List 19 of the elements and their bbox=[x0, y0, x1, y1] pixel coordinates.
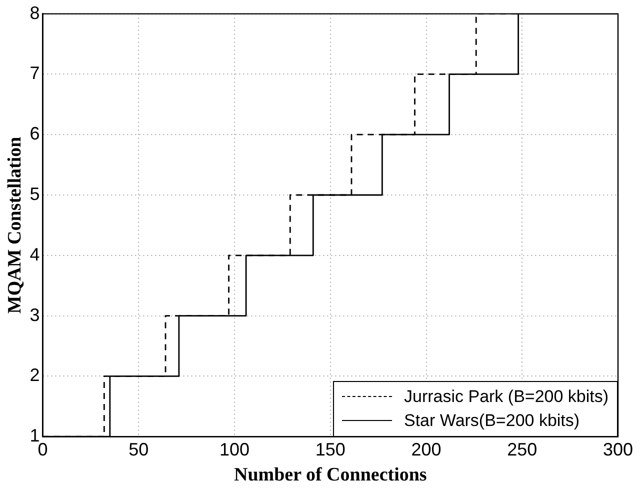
y-tick-label: 5 bbox=[30, 184, 40, 204]
x-tick-label: 50 bbox=[128, 439, 149, 460]
y-tick-label: 2 bbox=[30, 365, 40, 386]
y-tick-label: 3 bbox=[30, 304, 40, 325]
x-axis-title: Number of Connections bbox=[234, 464, 427, 486]
y-tick-label: 1 bbox=[30, 426, 40, 446]
x-tick-label: 200 bbox=[411, 439, 442, 460]
x-tick-label: 0 bbox=[38, 439, 48, 460]
y-tick-label: 8 bbox=[30, 2, 40, 23]
x-tick-label: 300 bbox=[602, 439, 634, 460]
legend-label: Star Wars(B=200 kbits) bbox=[404, 410, 580, 431]
x-tick-label: 100 bbox=[220, 439, 250, 460]
y-tick-label: 4 bbox=[30, 244, 40, 264]
legend-label: Jurrasic Park (B=200 kbits) bbox=[404, 386, 609, 407]
x-tick-label: 150 bbox=[315, 439, 346, 460]
y-axis-title: MQAM Constellation bbox=[4, 136, 26, 314]
y-tick-label: 6 bbox=[30, 124, 40, 144]
y-tick-label: 7 bbox=[30, 63, 40, 84]
x-tick-label: 250 bbox=[507, 439, 538, 460]
